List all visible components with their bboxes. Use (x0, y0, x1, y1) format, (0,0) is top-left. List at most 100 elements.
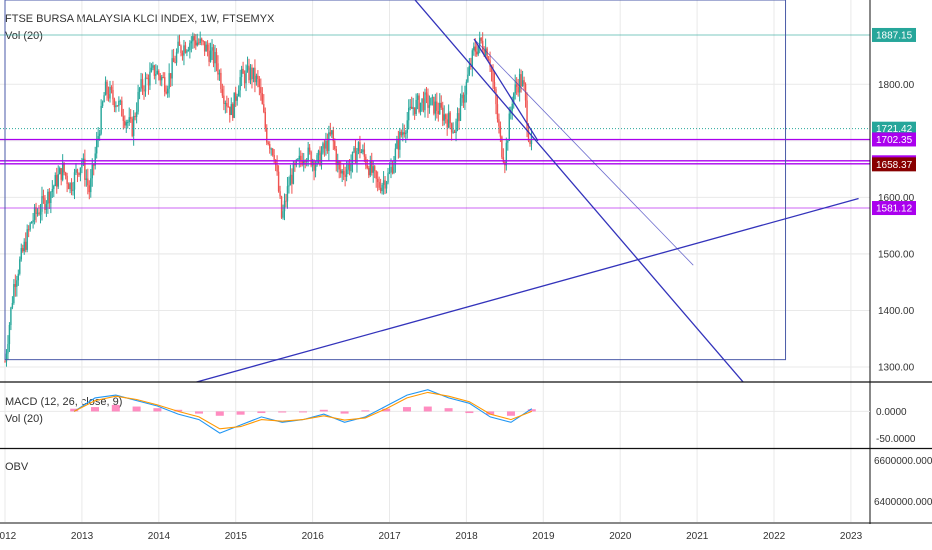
candle-body (456, 113, 459, 122)
candle-body (436, 101, 438, 111)
candle-body (481, 40, 484, 50)
macd-histogram-bar (423, 406, 432, 412)
candle-body (314, 165, 317, 171)
candle-body (159, 75, 161, 81)
candle-body (515, 84, 518, 87)
candle-body (127, 122, 129, 124)
candle-body (453, 131, 456, 133)
candle-body (493, 82, 496, 90)
candle-body (480, 37, 482, 41)
candle-body (322, 143, 324, 153)
candle-body (347, 163, 349, 170)
candle-body (273, 155, 275, 160)
candle-body (362, 149, 364, 152)
candle-body (286, 186, 289, 202)
candle-body (164, 77, 166, 92)
candle-body (155, 74, 157, 76)
candle-body (304, 161, 306, 163)
candle-body (332, 130, 335, 142)
candle-body (291, 174, 293, 184)
chart-title: FTSE BURSA MALAYSIA KLCI INDEX, 1W, FTSE… (5, 13, 275, 25)
candle-body (396, 140, 398, 149)
candle-body (44, 198, 46, 210)
candle-body (42, 196, 45, 199)
candle-body (104, 81, 107, 96)
macd-histogram-bar (382, 408, 391, 412)
price-badge-1581.12 (872, 201, 916, 216)
candle-body (521, 80, 524, 87)
candle-body (202, 40, 204, 42)
candle-body (416, 95, 419, 100)
candle-body (152, 65, 154, 68)
candle-body (409, 106, 411, 108)
candle-body (266, 127, 268, 143)
macd-histogram-bar (319, 409, 328, 412)
time-tick-2023: 2023 (840, 531, 863, 542)
candle-body (345, 169, 348, 177)
candle-body (45, 204, 48, 210)
candle-body (165, 91, 167, 94)
candle-body (79, 167, 82, 176)
candle-body (78, 173, 80, 176)
macd-histogram-bar (340, 411, 349, 414)
macd-histogram-bar (486, 411, 495, 415)
candle-body (175, 52, 178, 63)
candle-body (205, 44, 207, 52)
candle-body (171, 58, 173, 79)
candle-body (301, 160, 303, 165)
candle-body (94, 153, 96, 166)
candle-body (430, 97, 432, 106)
candle-body (206, 44, 209, 51)
macd-histogram-bar (153, 408, 162, 412)
candle-body (379, 187, 382, 192)
candle-body (101, 102, 104, 106)
macd-histogram-bar (91, 407, 100, 412)
time-tick-2014: 2014 (148, 531, 171, 542)
candle-body (258, 79, 261, 87)
candle-body (434, 101, 437, 114)
macd-histogram-bar (444, 408, 453, 412)
candle-body (437, 110, 440, 115)
macd-tick--50.0000: -50.0000 (876, 434, 916, 445)
macd-histogram-bar (527, 409, 536, 412)
candle-body (399, 131, 401, 150)
candle-body (107, 94, 110, 99)
candle-body (27, 229, 30, 231)
candle-body (375, 170, 377, 179)
candle-body (67, 184, 70, 190)
candle-body (199, 38, 201, 43)
obv-tick-6400000.0000: 6400000.0000 (874, 497, 932, 508)
candle-body (393, 163, 395, 173)
price-tick-1600.00: 1600.00 (878, 193, 915, 204)
candle-body (174, 62, 176, 64)
candle-body (270, 148, 272, 150)
trend-line-3 (414, 0, 744, 382)
candle-body (505, 142, 508, 166)
candle-body (144, 77, 147, 92)
candle-body (458, 113, 460, 121)
candle-body (378, 181, 380, 188)
candle-body (517, 86, 519, 93)
candle-body (212, 47, 215, 64)
candle-body (400, 131, 403, 136)
candle-body (88, 185, 90, 193)
candle-body (32, 219, 34, 222)
candle-body (20, 248, 22, 260)
candle-body (492, 71, 494, 83)
candle-body (479, 37, 481, 47)
price-tick-1400.00: 1400.00 (878, 306, 915, 317)
candle-body (307, 147, 309, 162)
candle-body (19, 259, 21, 274)
candle-body (118, 100, 120, 107)
candle-body (260, 86, 262, 94)
candle-body (255, 75, 258, 83)
candle-body (477, 46, 479, 55)
candle-body (279, 191, 281, 197)
price-tick-1500.00: 1500.00 (878, 249, 915, 260)
candle-body (520, 74, 522, 87)
time-tick-2021: 2021 (686, 531, 709, 542)
candle-body (387, 173, 389, 183)
candle-body (36, 212, 39, 214)
macd-histogram-bar (361, 410, 370, 412)
